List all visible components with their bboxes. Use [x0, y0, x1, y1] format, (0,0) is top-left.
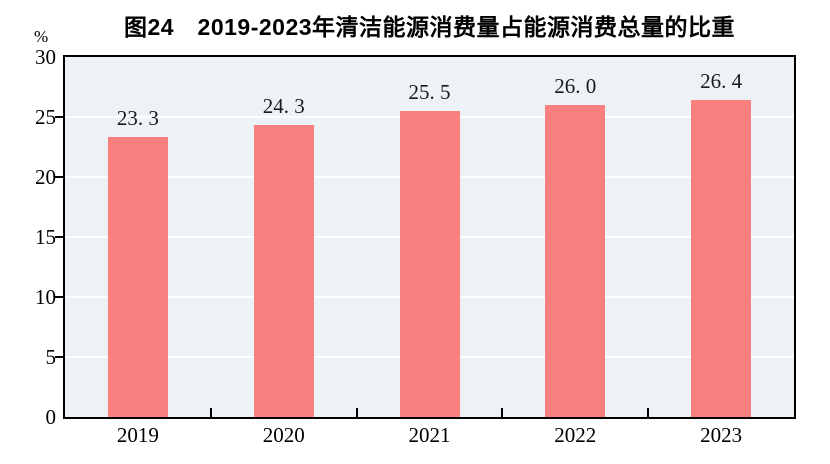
bar [691, 100, 752, 417]
x-axis-label: 2022 [554, 423, 597, 447]
x-axis-label: 2020 [262, 423, 305, 447]
x-tick-mark [501, 408, 504, 417]
y-tick-mark [55, 176, 63, 178]
bar-value-label: 26. 0 [554, 74, 597, 98]
x-axis-label: 2023 [700, 423, 743, 447]
y-tick-mark [55, 356, 63, 358]
y-tick-label: 25 [35, 105, 56, 129]
bar-value-label: 26. 4 [700, 69, 743, 94]
x-axis-label: 2021 [408, 423, 451, 447]
bar-value-label: 23. 3 [116, 106, 159, 131]
y-tick-label: 30 [35, 45, 56, 69]
y-tick-mark [55, 236, 63, 238]
y-tick-label: 15 [35, 225, 56, 249]
x-tick-mark [647, 408, 650, 417]
bar [107, 137, 168, 417]
y-tick-label: 5 [45, 345, 57, 369]
y-tick-label: 20 [35, 165, 56, 189]
bar-value-label: 25. 5 [408, 80, 451, 104]
y-axis-unit-label: % [34, 27, 49, 46]
bar-value-label: 24. 3 [262, 94, 305, 119]
y-tick-mark [55, 296, 63, 298]
bar [545, 105, 606, 417]
bar [253, 125, 314, 417]
bar [399, 111, 460, 417]
chart-title: 图24 2019-2023年清洁能源消费量占能源消费总量的比重 [123, 14, 736, 40]
y-tick-mark [55, 116, 63, 118]
y-tick-label: 0 [45, 405, 57, 429]
y-tick-label: 10 [35, 285, 56, 309]
plot-area: 23. 3 24. 3 25. 5 26. 0 26. 4 [63, 55, 796, 419]
x-tick-mark [209, 408, 212, 417]
x-tick-mark [355, 408, 358, 417]
x-axis-label: 2019 [116, 423, 159, 447]
